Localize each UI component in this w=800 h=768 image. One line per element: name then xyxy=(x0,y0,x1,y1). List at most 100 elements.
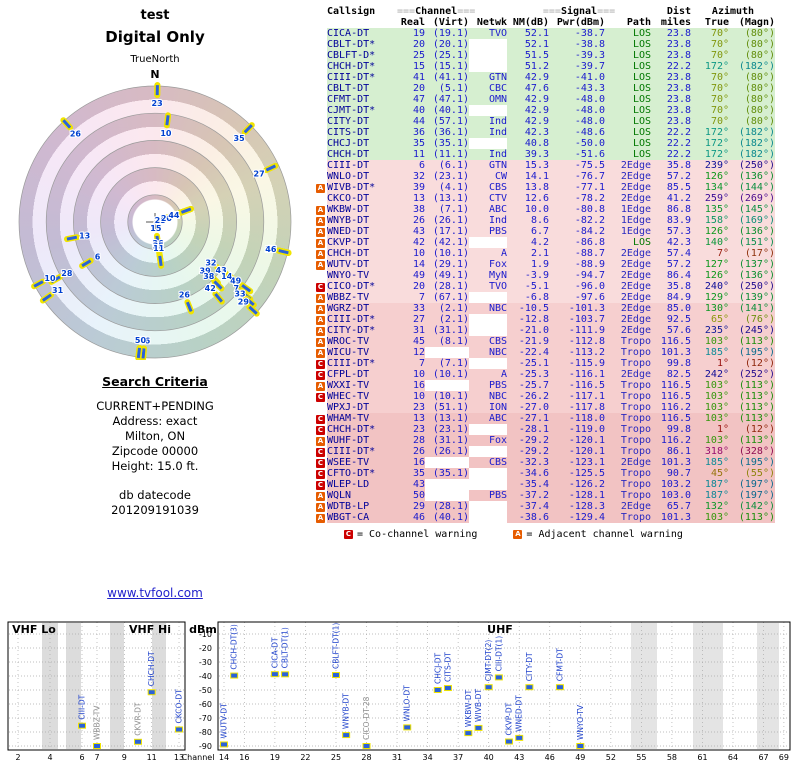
col-magn: (Magn) xyxy=(738,17,775,28)
north-label: N xyxy=(150,68,160,81)
table-header-row-1: Callsign ===Channel=== ===Signal=== Dist… xyxy=(316,6,798,17)
station-marker: WNLO-DT xyxy=(403,685,412,731)
svg-text:WNYO-TV: WNYO-TV xyxy=(576,704,585,740)
svg-text:28: 28 xyxy=(61,269,73,278)
adjacent-channel-warning-icon: A xyxy=(316,261,325,270)
svg-text:7: 7 xyxy=(94,753,99,762)
table-row: C CICO-DT* 20 (28.1) TVO -5.1 -96.0 2Edge 35.8 24… xyxy=(316,281,775,292)
svg-text:31: 31 xyxy=(392,753,402,762)
adjacent-channel-warning-icon: A xyxy=(513,529,523,539)
radar-marker: 49 xyxy=(229,276,254,295)
svg-text:CIII-DT: CIII-DT xyxy=(78,694,87,719)
radar-marker: 31 xyxy=(39,285,65,304)
svg-text:10: 10 xyxy=(160,129,172,138)
svg-text:10: 10 xyxy=(44,274,56,283)
svg-text:46: 46 xyxy=(265,245,277,254)
adjacent-channel-warning-icon: A xyxy=(316,514,325,523)
table-row: CKCO-DT 13 (13.1) CTV 12.6 -78.2 2Edge 41.2 259°… xyxy=(327,193,775,204)
svg-text:-90: -90 xyxy=(199,742,212,751)
col-real: Real xyxy=(400,17,425,28)
table-row: C CIII-DT* 26 (26.1) -29.2 -120.1 Tropo 86.1 318… xyxy=(316,446,775,457)
table-row: CBLT-DT* 20 (20.1) 52.1 -38.8 LOS 23.8 70° (80°) xyxy=(327,39,775,50)
svg-text:43: 43 xyxy=(514,753,524,762)
radar-marker: 50 xyxy=(134,335,148,360)
spectrum-chart: -10-20-30-40-50-60-70-80-902 4 6 7 9 11 13 14 16… xyxy=(7,621,791,762)
table-row: CJMT-DT* 40 (40.1) 42.9 -48.0 LOS 23.8 70° (80°) xyxy=(327,105,775,116)
svg-text:12: 12 xyxy=(139,336,150,345)
table-row: A WNED-DT 43 (17.1) PBS 6.7 -84.2 1Edge 57.3 126°… xyxy=(316,226,775,237)
station-marker: CIII-DT xyxy=(78,694,87,729)
svg-text:14: 14 xyxy=(221,272,233,281)
svg-text:46: 46 xyxy=(545,753,555,762)
adjacent-channel-warning-icon: A xyxy=(316,338,325,347)
search-criteria-line: Address: exact xyxy=(112,414,198,428)
station-marker: WBBZ-TV xyxy=(93,705,102,749)
table-row: WPXJ-DT 23 (51.1) ION -27.0 -117.8 Tropo 116.2 1… xyxy=(327,402,775,413)
svg-text:VHF Lo: VHF Lo xyxy=(12,623,56,636)
svg-text:16: 16 xyxy=(265,245,277,254)
col-pwr: Pwr(dBm) xyxy=(556,17,605,28)
svg-text:2: 2 xyxy=(15,753,20,762)
signal-table: Callsign ===Channel=== ===Signal=== Dist… xyxy=(316,6,798,540)
table-row: A WUHF-DT 28 (31.1) Fox -29.2 -120.1 Tropo 116.2… xyxy=(316,435,775,446)
plot-title: test xyxy=(140,8,170,23)
adjacent-channel-warning-icon: A xyxy=(316,206,325,215)
svg-text:6: 6 xyxy=(95,253,101,262)
co-channel-warning-icon: C xyxy=(344,529,353,539)
station-marker: WNYB-DT xyxy=(342,693,351,739)
tvfool-link[interactable]: www.tvfool.com xyxy=(107,586,203,600)
svg-text:9: 9 xyxy=(122,753,127,762)
svg-text:47: 47 xyxy=(168,211,179,220)
station-marker: CKVP-DT xyxy=(505,702,514,745)
svg-text:-40: -40 xyxy=(199,672,212,681)
svg-text:CJMT-DT(2): CJMT-DT(2) xyxy=(484,640,493,682)
radar-marker: 26 xyxy=(60,117,82,140)
svg-text:14: 14 xyxy=(219,753,229,762)
station-marker: CIII-DT(1) xyxy=(494,636,503,681)
table-row: CFMT-DT 47 (47.1) OMN 42.9 -48.0 LOS 23.8 70° (80… xyxy=(327,94,775,105)
radar-marker: 42 xyxy=(204,283,225,305)
svg-text:CICA-DT: CICA-DT xyxy=(270,637,279,668)
table-row: CHCJ-DT 35 (35.1) 40.8 -50.0 LOS 22.2 172° (182°… xyxy=(327,138,775,149)
svg-text:CKCO-DT: CKCO-DT xyxy=(175,689,184,724)
table-row: A WGRZ-DT 33 (2.1) NBC -10.5 -101.3 2Edge 85.0 13… xyxy=(316,303,775,314)
svg-text:15: 15 xyxy=(150,224,162,233)
station-marker: CKVR-DT xyxy=(134,702,143,745)
adjacent-channel-warning-icon: A xyxy=(316,503,325,512)
co-channel-warning-icon: C xyxy=(316,393,325,402)
co-channel-warning-icon: C xyxy=(316,283,325,292)
station-marker: WUTV-DT xyxy=(220,703,229,748)
adjacent-channel-warning-icon: A xyxy=(316,294,325,303)
warning-legend: C = Co-channel warning A = Adjacent chan… xyxy=(344,528,798,540)
station-marker: CITY-DT xyxy=(525,652,534,691)
station-marker: CICO-DT-28 xyxy=(362,696,371,749)
co-channel-warning-icon: C xyxy=(316,470,325,479)
table-row: C CIII-DT* 7 (7.1) -25.1 -115.9 Tropo 99.8 1° (12… xyxy=(316,358,775,369)
radar-marker: 38 xyxy=(202,271,225,292)
co-channel-warning-icon: C xyxy=(316,459,325,468)
svg-text:UHF: UHF xyxy=(487,623,513,636)
svg-text:40: 40 xyxy=(168,211,180,220)
table-row: WNYO-TV 49 (49.1) MyN -3.9 -94.7 2Edge 86.4 126°… xyxy=(327,270,775,281)
station-marker: CJMT-DT(2) xyxy=(484,640,493,691)
adjacent-channel-warning-icon: A xyxy=(316,437,325,446)
svg-text:4: 4 xyxy=(47,753,52,762)
radar-marker: 23 xyxy=(151,82,164,109)
search-criteria-line: CURRENT+PENDING xyxy=(96,399,214,413)
table-row: WNLO-DT 32 (23.1) CW 14.1 -76.7 2Edge 57.2 126°(… xyxy=(327,171,775,182)
datecode-value: 201209191039 xyxy=(111,503,199,517)
table-row: C WSEE-TV 16 CBS -32.3 -123.1 2Edge 101.3 185° (1… xyxy=(316,457,775,468)
svg-text:-80: -80 xyxy=(199,728,212,737)
radar-markers-layer: 1920251541204740443635116323913382643421… xyxy=(18,82,292,360)
svg-text:16: 16 xyxy=(139,336,151,345)
svg-text:11: 11 xyxy=(153,244,165,253)
svg-text:42: 42 xyxy=(205,284,216,293)
svg-text:CITY-DT: CITY-DT xyxy=(525,652,534,681)
svg-text:CKVP-DT: CKVP-DT xyxy=(505,702,514,735)
radar-marker: 46 xyxy=(264,244,292,256)
table-row: A WICU-TV 12 NBC -22.4 -113.2 Tropo 101.3 185° (1… xyxy=(316,347,775,358)
station-marker: CBLT-DT(1) xyxy=(281,627,290,678)
adjacent-channel-warning-icon: A xyxy=(316,228,325,237)
table-row: CICA-DT 19 (19.1) TVO 52.1 -38.7 LOS 23.8 70° (80… xyxy=(327,28,775,39)
svg-text:dBm: dBm xyxy=(189,623,217,636)
